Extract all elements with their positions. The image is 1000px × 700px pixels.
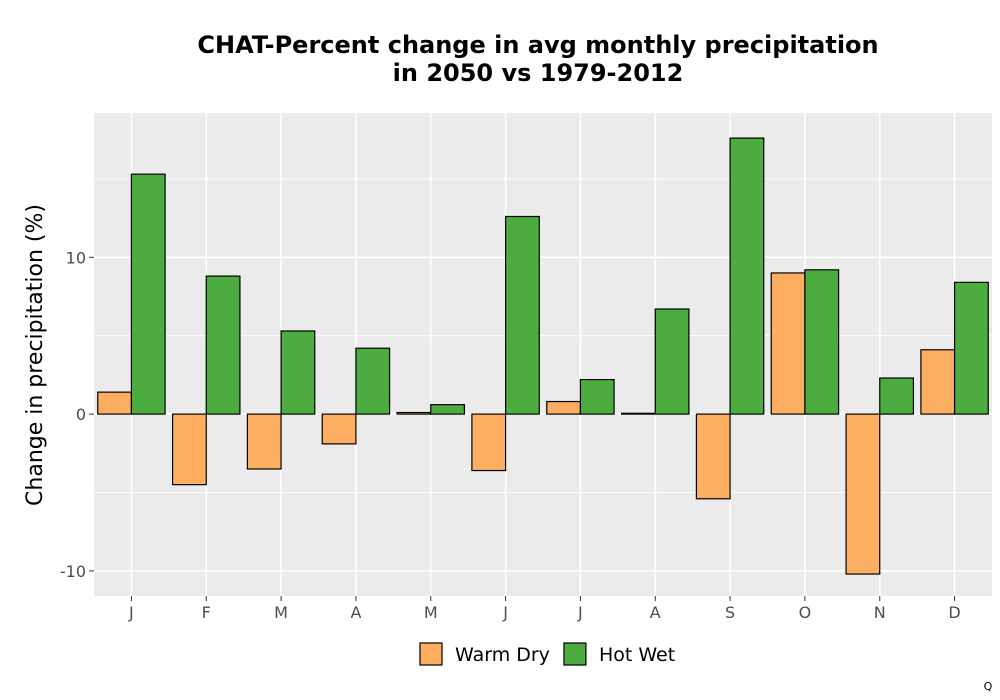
bar-hot-wet [280,330,316,415]
bar-hot-wet [804,269,840,415]
legend-label: Warm Dry [455,644,550,666]
x-tick-label: D [948,603,960,622]
legend-swatch [563,642,587,666]
bar-hot-wet [729,137,765,415]
bar-hot-wet [430,404,466,415]
bar-hot-wet [504,215,540,415]
grid-minor [94,178,992,493]
x-tick-label: O [799,603,812,622]
x-tick-label: J [502,603,508,622]
bar-warm-dry [396,411,432,415]
bar-warm-dry [246,413,282,470]
bar-hot-wet [654,308,690,415]
bar-hot-wet [355,347,391,415]
chart-title-line-1: CHAT-Percent change in avg monthly preci… [197,31,878,59]
y-tick-label: 10 [66,248,86,267]
bar-warm-dry [321,413,357,445]
bar-hot-wet [953,281,989,415]
x-tick-label: N [874,603,886,622]
x-tick-label: M [424,603,438,622]
x-tick-label: S [725,603,735,622]
x-tick-label: J [577,603,583,622]
y-axis-label: Change in precipitation (%) [23,204,48,506]
legend-label: Hot Wet [599,644,675,666]
x-tick-label: A [350,603,361,622]
bars [97,137,989,575]
bar-warm-dry [920,349,956,415]
plot-panel [94,113,992,596]
bar-warm-dry [845,413,881,575]
x-tick-label: M [274,603,288,622]
y-tick-label: 0 [76,405,86,424]
y-tick-label: -10 [60,562,86,581]
bar-hot-wet [130,173,166,415]
bar-hot-wet [879,377,915,415]
legend-swatch [419,642,443,666]
bar-hot-wet [579,378,615,415]
legend: Warm Dry Hot Wet [419,642,675,666]
bar-warm-dry [171,413,207,486]
bar-warm-dry [770,272,806,415]
bar-warm-dry [546,400,582,415]
x-tick-label: A [650,603,661,622]
bar-warm-dry [695,413,731,500]
bar-hot-wet [205,275,241,415]
corner-mark: Q [984,680,993,693]
bar-warm-dry [620,412,656,415]
bar-warm-dry [471,413,507,472]
y-axis-ticks: -10 0 10 [60,248,94,581]
chart-title-line-2: in 2050 vs 1979-2012 [393,59,684,87]
x-tick-label: F [202,603,211,622]
bar-warm-dry [97,391,133,415]
x-tick-label: J [128,603,134,622]
